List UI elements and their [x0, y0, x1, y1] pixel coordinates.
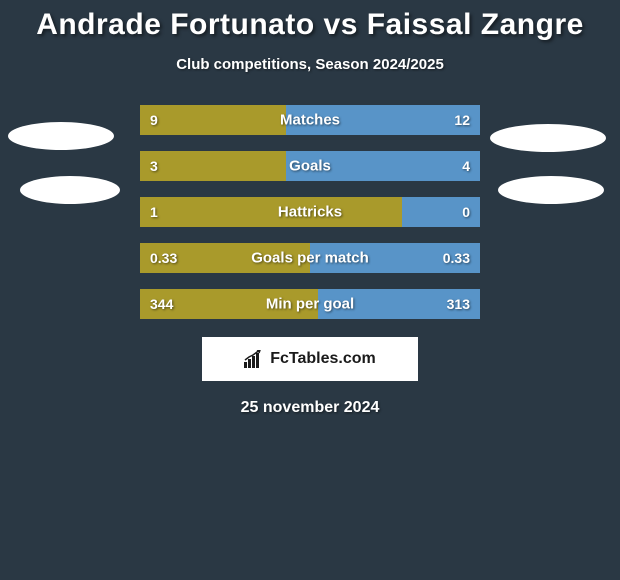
left-value: 1 — [150, 204, 158, 220]
bar-container: 1 0 Hattricks — [140, 197, 480, 227]
right-value: 4 — [462, 158, 470, 174]
right-value: 313 — [447, 296, 470, 312]
right-value: 0.33 — [443, 250, 470, 266]
date-text: 25 november 2024 — [0, 399, 620, 417]
stat-label: Min per goal — [266, 296, 354, 313]
page-title: Andrade Fortunato vs Faissal Zangre — [0, 0, 620, 42]
left-bar — [140, 197, 402, 227]
subtitle: Club competitions, Season 2024/2025 — [0, 56, 620, 73]
comparison-chart: 9 12 Matches 3 4 Goals 1 0 Hattricks 0.33 0.33 Goal… — [0, 105, 620, 319]
left-value: 0.33 — [150, 250, 177, 266]
right-value: 0 — [462, 204, 470, 220]
stat-label: Goals per match — [251, 250, 369, 267]
brand-text: FcTables.com — [270, 350, 376, 368]
left-bar — [140, 151, 286, 181]
stat-label: Goals — [289, 158, 331, 175]
right-value: 12 — [454, 112, 470, 128]
stat-row: 3 4 Goals — [0, 151, 620, 181]
left-value: 344 — [150, 296, 173, 312]
stat-row: 0.33 0.33 Goals per match — [0, 243, 620, 273]
bar-container: 344 313 Min per goal — [140, 289, 480, 319]
stat-label: Hattricks — [278, 204, 342, 221]
left-value: 9 — [150, 112, 158, 128]
stat-row: 344 313 Min per goal — [0, 289, 620, 319]
left-value: 3 — [150, 158, 158, 174]
bar-chart-icon — [244, 350, 266, 368]
stat-row: 9 12 Matches — [0, 105, 620, 135]
bar-container: 0.33 0.33 Goals per match — [140, 243, 480, 273]
bar-container: 9 12 Matches — [140, 105, 480, 135]
bar-container: 3 4 Goals — [140, 151, 480, 181]
stat-label: Matches — [280, 112, 340, 129]
brand-badge[interactable]: FcTables.com — [202, 337, 418, 381]
left-bar — [140, 105, 286, 135]
stat-row: 1 0 Hattricks — [0, 197, 620, 227]
